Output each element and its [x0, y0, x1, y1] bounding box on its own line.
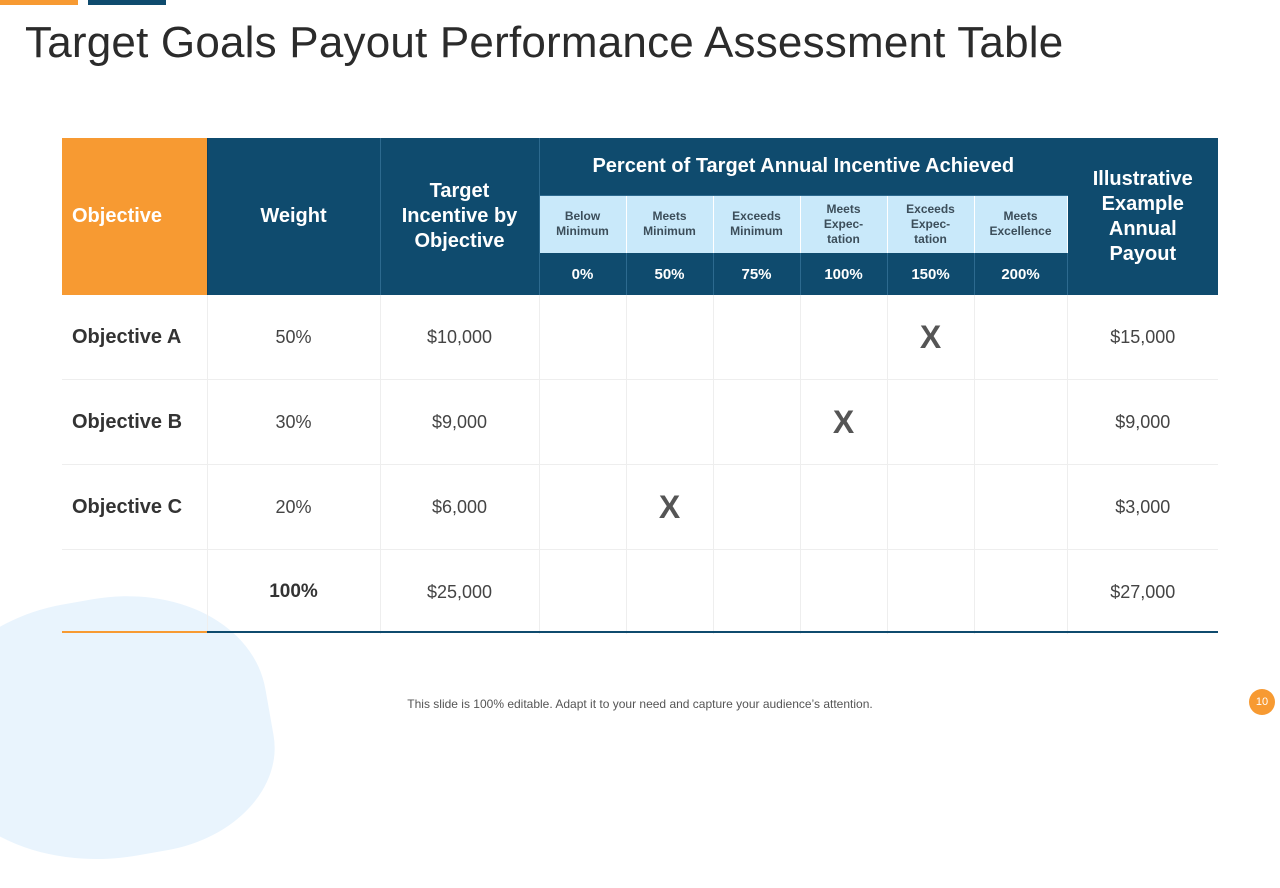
table-bottom-border: [207, 631, 1218, 633]
level-label-meets-minimum: Meets Minimum: [626, 195, 714, 253]
row-weight: 50%: [207, 295, 381, 380]
level-pct-exceeds-minimum: 75%: [713, 253, 801, 295]
row-payout: $9,000: [1067, 379, 1219, 465]
total-row: 100% $25,000 $27,000: [62, 549, 1218, 634]
level-label-below-minimum: Below Minimum: [539, 195, 627, 253]
row-mark: [539, 295, 627, 380]
level-label-exceeds-minimum: Exceeds Minimum: [713, 195, 801, 253]
level-label-exceeds-expectation: Exceeds Expec- tation: [887, 195, 975, 253]
empty-cell: [800, 549, 888, 634]
row-mark: [539, 379, 627, 465]
row-mark: [887, 464, 975, 550]
page-title: Target Goals Payout Performance Assessme…: [25, 18, 1064, 67]
row-mark: X: [800, 379, 888, 465]
row-mark: [800, 295, 888, 380]
row-payout: $3,000: [1067, 464, 1219, 550]
empty-cell: [539, 549, 627, 634]
row-mark: [539, 464, 627, 550]
empty-cell: [887, 549, 975, 634]
row-mark: [887, 379, 975, 465]
table-row: Objective A 50% $10,000 X $15,000: [62, 295, 1219, 380]
row-objective: Objective B: [62, 379, 208, 465]
table-bottom-border-orange: [62, 631, 207, 633]
row-target: $10,000: [380, 295, 540, 380]
table-row: Objective C 20% $6,000 X $3,000: [62, 464, 1219, 550]
header-illustrative-payout: Illustrative Example Annual Payout: [1067, 138, 1219, 295]
row-mark: [974, 464, 1068, 550]
row-mark: [974, 379, 1068, 465]
level-label-meets-excellence: Meets Excellence: [974, 195, 1068, 253]
assessment-table: Objective Weight Target Incentive by Obj…: [62, 138, 1219, 634]
header-target-incentive: Target Incentive by Objective: [380, 138, 540, 295]
row-mark: [800, 464, 888, 550]
row-target: $9,000: [380, 379, 540, 465]
level-label-meets-expectation: Meets Expec- tation: [800, 195, 888, 253]
row-weight: 20%: [207, 464, 381, 550]
page-number-badge: 10: [1249, 689, 1275, 715]
row-mark: [713, 464, 801, 550]
row-mark: [713, 379, 801, 465]
header-percent-achieved: Percent of Target Annual Incentive Achie…: [539, 138, 1068, 196]
row-weight: 30%: [207, 379, 381, 465]
level-pct-meets-excellence: 200%: [974, 253, 1068, 295]
row-mark: [713, 295, 801, 380]
total-objective: [62, 549, 208, 634]
empty-cell: [626, 549, 714, 634]
total-weight: 100%: [207, 549, 381, 634]
row-mark: [626, 295, 714, 380]
row-mark: X: [887, 295, 975, 380]
row-mark: [626, 379, 714, 465]
level-pct-exceeds-expectation: 150%: [887, 253, 975, 295]
empty-cell: [713, 549, 801, 634]
level-pct-meets-minimum: 50%: [626, 253, 714, 295]
header-objective: Objective: [62, 138, 208, 295]
total-payout: $27,000: [1110, 581, 1176, 602]
level-pct-below-minimum: 0%: [539, 253, 627, 295]
table-row: Objective B 30% $9,000 X $9,000: [62, 379, 1219, 465]
row-payout: $15,000: [1067, 295, 1219, 380]
empty-cell: [974, 549, 1068, 634]
level-pct-meets-expectation: 100%: [800, 253, 888, 295]
row-objective: Objective C: [62, 464, 208, 550]
header-weight: Weight: [207, 138, 381, 295]
total-target: $25,000: [380, 549, 540, 634]
row-target: $6,000: [380, 464, 540, 550]
accent-bar-navy: [88, 0, 166, 5]
row-objective: Objective A: [62, 295, 208, 380]
footer-note: This slide is 100% editable. Adapt it to…: [407, 697, 873, 711]
row-mark: X: [626, 464, 714, 550]
row-mark: [974, 295, 1068, 380]
accent-bar-orange: [0, 0, 78, 5]
